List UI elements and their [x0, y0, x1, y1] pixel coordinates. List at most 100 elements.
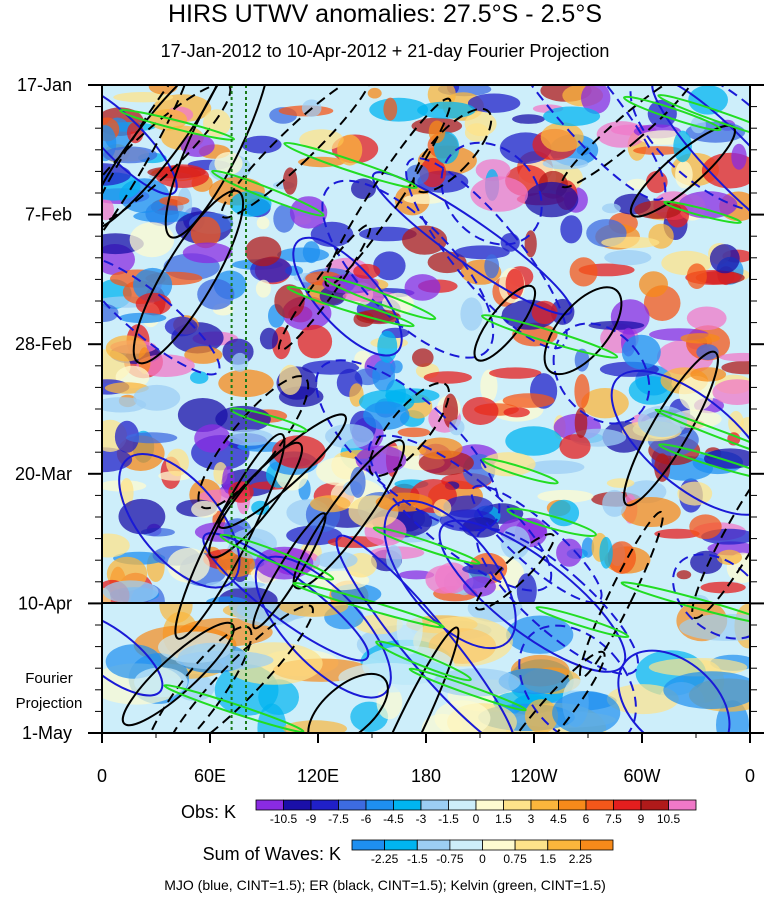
waves-colorbar-swatch — [384, 839, 418, 851]
obs-field-patch — [678, 191, 738, 219]
er-contour — [217, 413, 347, 529]
obs-field-patch — [537, 489, 594, 503]
obs-field-patch — [135, 292, 172, 316]
obs-field-patch — [673, 130, 692, 163]
mjo-contour — [440, 141, 543, 246]
obs-field-patch — [159, 196, 190, 206]
obs-field-patch — [282, 167, 298, 195]
er-contour — [121, 621, 235, 727]
obs-field-patch — [398, 570, 435, 580]
obs-field-patch — [102, 447, 133, 473]
mjo-contour — [371, 171, 573, 316]
x-tick-label: 120E — [297, 766, 339, 786]
kelvin-contour — [119, 109, 236, 141]
obs-field-patch — [686, 306, 727, 331]
obs-field-patch — [231, 352, 249, 372]
obs-colorbar-level-label: 4.5 — [550, 812, 567, 826]
obs-field-patch — [574, 407, 588, 438]
obs-field-patch — [689, 514, 722, 539]
x-tick-label: 120W — [510, 766, 557, 786]
obs-colorbar-level-label: -4.5 — [383, 812, 404, 826]
waves-colorbar-swatch — [351, 839, 385, 851]
er-contour — [220, 85, 372, 219]
obs-field-patch — [524, 230, 537, 258]
obs-field-patch — [279, 364, 302, 395]
kelvin-contour — [211, 169, 325, 217]
obs-colorbar-swatch — [475, 799, 504, 811]
kelvin-contour — [408, 667, 527, 712]
kelvin-contour — [658, 443, 750, 481]
obs-field-patch — [463, 576, 496, 597]
obs-field-patch — [686, 263, 707, 290]
obs-field-patch — [560, 215, 583, 244]
obs-colorbar-level-label: 3 — [528, 812, 535, 826]
obs-field-patch — [310, 495, 351, 513]
kelvin-contour — [535, 606, 630, 639]
obs-field-patch — [505, 426, 563, 456]
kelvin-contour — [481, 457, 559, 485]
projection-label-line1: Fourier — [25, 670, 73, 687]
obs-field-patch — [435, 562, 470, 594]
obs-field-patch — [512, 114, 545, 124]
obs-field-patch — [403, 194, 446, 204]
obs-field-patch — [423, 371, 472, 384]
obs-field-patch — [377, 330, 398, 363]
obs-field-patch — [102, 146, 158, 164]
obs-field-patch — [500, 526, 531, 560]
obs-colorbar-level-label: 7.5 — [605, 812, 622, 826]
obs-field-patch — [526, 460, 585, 474]
er-contour — [174, 432, 286, 640]
y-axis: 17-Jan 7-Feb 28-Feb 20-Mar 10-Apr 1-May — [15, 75, 764, 743]
obs-field-patch — [418, 437, 463, 460]
er-contour — [165, 604, 314, 733]
obs-field-patch — [606, 478, 635, 488]
obs-field-patch — [690, 367, 727, 382]
obs-colorbar-swatch — [585, 799, 614, 811]
obs-field-patch — [404, 274, 441, 301]
obs-field-patch — [397, 427, 431, 438]
obs-field-patch — [428, 120, 446, 144]
obs-field-patch — [359, 226, 417, 242]
er-contour — [578, 510, 664, 679]
mjo-contour — [483, 85, 667, 201]
obs-field-patch — [462, 517, 500, 538]
kelvin-contour — [219, 533, 335, 581]
obs-field-patch — [654, 453, 671, 482]
chart-title: HIRS UTWV anomalies: 27.5°S - 2.5°S — [167, 0, 603, 28]
obs-field-patch — [245, 236, 282, 267]
obs-field-patch — [489, 367, 542, 379]
kelvin-contour — [620, 581, 750, 625]
obs-field-patch — [182, 242, 233, 264]
obs-field-patch — [481, 452, 536, 477]
obs-field-patch — [607, 541, 637, 574]
obs-field-patch — [716, 549, 743, 566]
er-contour — [412, 107, 493, 194]
obs-colorbar-swatch — [255, 799, 284, 811]
obs-colorbar-swatch — [558, 799, 587, 811]
x-axis: 0 60E 120E 180 120W 60W 0 — [97, 733, 755, 786]
obs-field-patch — [167, 547, 210, 583]
obs-field-patch — [102, 199, 114, 221]
obs-field-patch — [138, 347, 151, 375]
kelvin-contour — [623, 95, 722, 132]
obs-field-patch — [350, 466, 366, 498]
obs-field-patch — [709, 244, 740, 274]
obs-field-patch — [402, 225, 448, 255]
obs-field-patch — [719, 352, 750, 362]
obs-field-patch — [602, 203, 621, 214]
obs-field-patch — [500, 233, 520, 252]
obs-field-patch — [353, 263, 381, 279]
obs-field-patch — [731, 143, 747, 170]
mjo-contour — [102, 85, 178, 196]
er-contour — [102, 85, 225, 231]
obs-field-patch — [102, 533, 130, 558]
obs-field-patch — [480, 369, 498, 403]
obs-field-patch — [372, 359, 395, 392]
mjo-contour — [476, 527, 639, 676]
obs-field-patch — [454, 245, 510, 260]
obs-colorbar-swatch — [365, 799, 394, 811]
obs-field-patch — [355, 445, 407, 474]
projection-field-patch — [283, 720, 347, 733]
mjo-contour — [552, 322, 651, 425]
